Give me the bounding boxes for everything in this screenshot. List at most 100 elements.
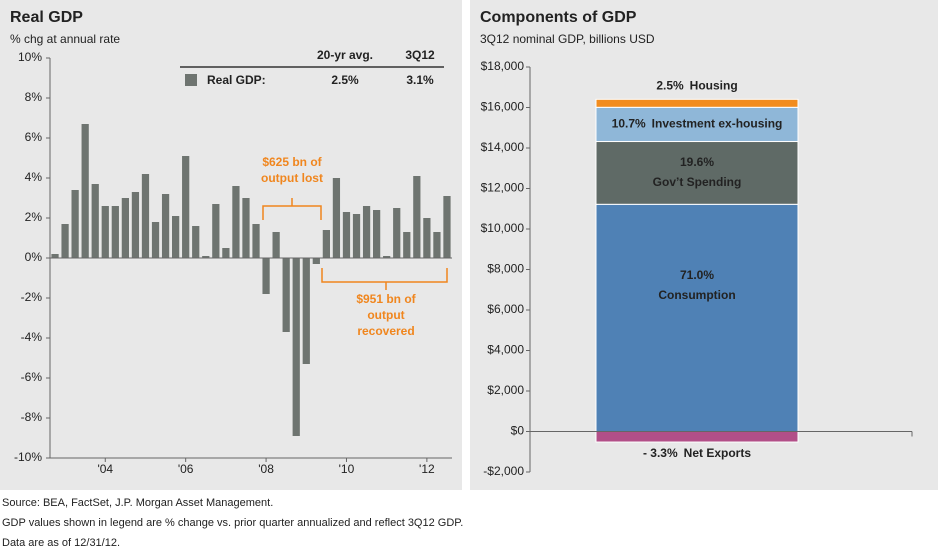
x-tick-label: '04 (97, 462, 113, 476)
y-tick-label: $8,000 (487, 262, 524, 276)
x-tick-label: '12 (419, 462, 435, 476)
x-tick-label: '08 (258, 462, 274, 476)
bar (161, 194, 170, 258)
bar (151, 222, 160, 258)
y-tick-label: $14,000 (481, 140, 525, 154)
bar (232, 186, 240, 258)
segment-name: Gov’t Spending (653, 175, 742, 189)
bar (192, 226, 200, 258)
segment-value: 2.5% (656, 78, 684, 92)
annotation: recovered (357, 324, 414, 338)
y-tick-label: 8% (25, 90, 43, 104)
bar (403, 232, 411, 258)
bar (322, 230, 330, 258)
bar (81, 124, 89, 258)
legend-swatch (185, 74, 197, 86)
bar (252, 224, 260, 258)
chart-subtitle: % chg at annual rate (10, 32, 120, 46)
footnote: Data are as of 12/31/12. (2, 537, 120, 549)
segment-value: - 3.3% (643, 446, 678, 460)
bar (443, 196, 451, 258)
y-tick-label: -2% (21, 290, 43, 304)
bar (202, 256, 210, 258)
bar (222, 248, 230, 258)
bar (71, 190, 79, 258)
bar (423, 218, 431, 258)
bar (172, 216, 180, 258)
bar (373, 210, 381, 258)
bar-segment (595, 141, 799, 205)
y-tick-label: -10% (14, 450, 42, 464)
y-tick-label: $4,000 (487, 343, 524, 357)
y-tick-label: 10% (18, 50, 42, 64)
y-tick-label: $10,000 (481, 221, 525, 235)
segment-name: Consumption (658, 288, 735, 302)
legend-header: 3Q12 (405, 48, 435, 62)
y-tick-label: $0 (511, 424, 525, 438)
segment-name: Investment ex-housing (652, 117, 783, 131)
y-tick-label: 6% (25, 130, 43, 144)
bar-segment (595, 203, 799, 432)
y-tick-label: 0% (25, 250, 43, 264)
y-tick-label: -8% (21, 410, 43, 424)
bar (242, 198, 250, 258)
bar (262, 258, 270, 294)
bar (433, 232, 441, 258)
y-tick-label: $2,000 (487, 383, 524, 397)
segment-name: Net Exports (684, 446, 752, 460)
annotation: $951 bn of (356, 292, 416, 306)
y-tick-label: 4% (25, 170, 43, 184)
bar (282, 258, 290, 332)
bar (51, 254, 59, 258)
bar (302, 258, 310, 364)
bar-segment (595, 431, 799, 443)
footnote: GDP values shown in legend are % change … (2, 517, 463, 529)
bar (272, 232, 280, 258)
segment-label: - 3.3% Net Exports (643, 446, 751, 460)
bracket-lost (262, 198, 322, 220)
x-tick-label: '10 (339, 462, 355, 476)
bar (383, 256, 391, 258)
bar (352, 214, 361, 258)
annotation: output lost (261, 171, 323, 185)
y-tick-label: $6,000 (487, 302, 524, 316)
y-tick-label: -4% (21, 330, 43, 344)
y-tick-label: -6% (21, 370, 43, 384)
bar (332, 178, 341, 258)
segment-name: Housing (690, 78, 738, 92)
y-tick-label: $16,000 (481, 100, 525, 114)
bar (212, 204, 220, 258)
bar (292, 258, 300, 436)
legend-value: 3.1% (406, 73, 434, 87)
legend-label: Real GDP: (207, 73, 266, 87)
chart-title: Components of GDP (480, 9, 637, 26)
bar (393, 208, 401, 258)
annotation: output (367, 308, 404, 322)
y-tick-label: $18,000 (481, 59, 525, 73)
bar (111, 206, 119, 258)
bar (182, 156, 190, 258)
segment-value: 10.7% (612, 117, 646, 131)
bar (61, 224, 69, 258)
chart-subtitle: 3Q12 nominal GDP, billions USD (480, 32, 655, 46)
y-tick-label: -$2,000 (483, 464, 524, 478)
y-tick-label: $12,000 (481, 181, 525, 195)
bar (131, 192, 140, 258)
footnote: Source: BEA, FactSet, J.P. Morgan Asset … (2, 497, 273, 509)
x-tick-label: '06 (178, 462, 194, 476)
bar (141, 174, 150, 258)
segment-value: 19.6% (680, 155, 714, 169)
bar (342, 212, 351, 258)
segment-value: 71.0% (680, 268, 714, 282)
bar (121, 198, 129, 258)
bar (91, 184, 99, 258)
bar (312, 258, 320, 264)
bar (362, 206, 371, 258)
bar-segment (595, 98, 799, 108)
bar (101, 206, 109, 258)
chart-title: Real GDP (10, 9, 83, 26)
legend-value: 2.5% (331, 73, 359, 87)
legend-header: 20-yr avg. (317, 48, 373, 62)
segment-label: 2.5% Housing (656, 78, 737, 92)
